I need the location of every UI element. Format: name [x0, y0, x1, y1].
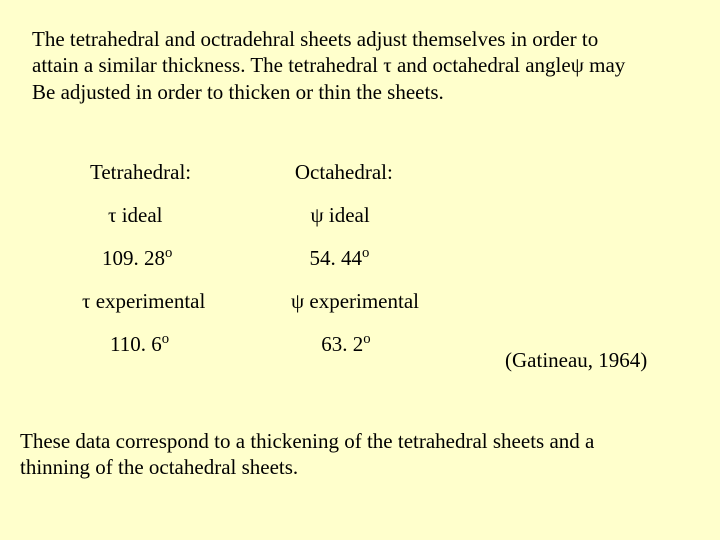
tau-ideal-value: 109. 28o: [80, 246, 292, 271]
tau-exp-value: 110. 6o: [80, 332, 287, 357]
conclusion-paragraph: These data correspond to a thickening of…: [20, 428, 700, 481]
degree-icon: o: [362, 245, 369, 261]
conclusion-line2: thinning of the octahedral sheets.: [20, 455, 298, 479]
psi-symbol: ψ: [571, 53, 584, 77]
exp-label-right: experimental: [304, 289, 419, 313]
slide-page: The tetrahedral and octradehral sheets a…: [0, 0, 720, 540]
citation-text: (Gatineau, 1964): [505, 348, 647, 373]
value-left-exp: 110. 6: [110, 332, 162, 356]
intro-paragraph: The tetrahedral and octradehral sheets a…: [32, 26, 692, 105]
value-right-ideal: 54. 44: [310, 246, 363, 270]
angle-table: Tetrahedral: Octahedral: τ ideal ψ ideal…: [80, 160, 490, 357]
ideal-label-right: ideal: [324, 203, 370, 227]
header-octahedral: Octahedral:: [295, 160, 490, 185]
intro-line2c: may: [584, 53, 625, 77]
table-row: 110. 6o 63. 2o: [80, 332, 490, 357]
conclusion-line1: These data correspond to a thickening of…: [20, 429, 594, 453]
degree-icon: o: [165, 245, 172, 261]
degree-icon: o: [363, 331, 370, 347]
psi-exp-value: 63. 2o: [287, 332, 490, 357]
psi-icon: ψ: [310, 203, 323, 227]
tau-exp-label: τ experimental: [80, 289, 291, 314]
intro-line1: The tetrahedral and octradehral sheets a…: [32, 27, 598, 51]
intro-line2a: attain a similar thickness. The tetrahed…: [32, 53, 383, 77]
tau-ideal-label: τ ideal: [80, 203, 296, 228]
psi-ideal-value: 54. 44o: [292, 246, 490, 271]
intro-line3: Be adjusted in order to thicken or thin …: [32, 80, 444, 104]
table-row: τ experimental ψ experimental: [80, 289, 490, 314]
value-left-ideal: 109. 28: [102, 246, 165, 270]
value-right-exp: 63. 2: [321, 332, 363, 356]
intro-line2b: and octahedral angle: [392, 53, 571, 77]
ideal-label-left: ideal: [116, 203, 162, 227]
exp-label-left: experimental: [90, 289, 205, 313]
degree-icon: o: [162, 331, 169, 347]
psi-ideal-label: ψ ideal: [296, 203, 490, 228]
tau-symbol: τ: [383, 53, 391, 77]
table-row: 109. 28o 54. 44o: [80, 246, 490, 271]
psi-exp-label: ψ experimental: [291, 289, 490, 314]
psi-icon: ψ: [291, 289, 304, 313]
header-tetrahedral: Tetrahedral:: [80, 160, 295, 185]
table-header-row: Tetrahedral: Octahedral:: [80, 160, 490, 185]
table-row: τ ideal ψ ideal: [80, 203, 490, 228]
